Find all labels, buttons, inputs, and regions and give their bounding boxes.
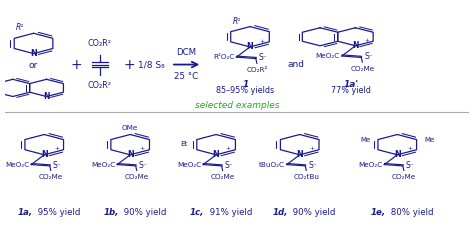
Text: CO₂R²: CO₂R²: [246, 67, 267, 73]
Text: 95% yield: 95% yield: [35, 208, 80, 217]
Text: S⁻: S⁻: [259, 53, 267, 62]
Text: 80% yield: 80% yield: [388, 208, 433, 217]
Text: 85–95% yields: 85–95% yields: [216, 86, 274, 95]
Text: MeO₂C: MeO₂C: [316, 53, 340, 59]
Text: +: +: [123, 58, 135, 72]
Text: tBuO₂C: tBuO₂C: [259, 162, 285, 168]
Text: CO₂R²: CO₂R²: [88, 81, 112, 90]
Text: +: +: [260, 39, 265, 44]
Text: 1: 1: [242, 80, 248, 89]
Text: N: N: [43, 92, 50, 101]
Text: OMe: OMe: [122, 125, 138, 131]
Text: Me: Me: [360, 137, 371, 143]
Text: 77% yield: 77% yield: [331, 86, 371, 95]
Text: N: N: [394, 150, 401, 159]
Text: R¹: R¹: [16, 23, 24, 32]
Text: N: N: [127, 150, 134, 159]
Text: N: N: [246, 42, 254, 51]
Text: CO₂R²: CO₂R²: [88, 39, 112, 48]
Text: +: +: [71, 58, 82, 72]
Text: Me: Me: [424, 137, 434, 143]
Text: S⁻: S⁻: [364, 52, 373, 61]
Text: N: N: [352, 41, 359, 50]
Text: S⁻: S⁻: [138, 160, 147, 170]
Text: 1a,: 1a,: [18, 208, 33, 217]
Text: Et: Et: [181, 141, 188, 147]
Text: S⁻: S⁻: [406, 160, 414, 170]
Text: CO₂Me: CO₂Me: [38, 174, 63, 180]
Text: N: N: [30, 49, 37, 58]
Text: CO₂Me: CO₂Me: [392, 174, 416, 180]
Text: S⁻: S⁻: [53, 160, 61, 170]
Text: 1e,: 1e,: [371, 208, 386, 217]
Text: S⁻: S⁻: [225, 160, 233, 170]
Text: MeO₂C: MeO₂C: [358, 162, 383, 168]
Text: +: +: [310, 146, 315, 151]
Text: +: +: [54, 146, 59, 151]
Text: 1c,: 1c,: [190, 208, 204, 217]
Text: 1/8 S₈: 1/8 S₈: [137, 60, 164, 69]
Text: 90% yield: 90% yield: [291, 208, 336, 217]
Text: 1b,: 1b,: [103, 208, 118, 217]
Text: +: +: [365, 38, 369, 43]
Text: or: or: [29, 61, 38, 70]
Text: and: and: [288, 60, 305, 69]
Text: +: +: [140, 146, 145, 151]
Text: S⁻: S⁻: [308, 160, 317, 170]
Text: +: +: [226, 146, 231, 151]
Text: 25 °C: 25 °C: [174, 72, 198, 81]
Text: R¹: R¹: [233, 17, 241, 26]
Text: 1a': 1a': [343, 80, 358, 89]
Text: MeO₂C: MeO₂C: [177, 162, 201, 168]
Text: 1d,: 1d,: [273, 208, 288, 217]
Text: +: +: [407, 146, 412, 151]
Text: CO₂Me: CO₂Me: [125, 174, 149, 180]
Text: DCM: DCM: [176, 48, 196, 57]
Text: 90% yield: 90% yield: [121, 208, 166, 217]
Text: R²O₂C: R²O₂C: [213, 54, 235, 60]
Text: N: N: [296, 150, 303, 159]
Text: MeO₂C: MeO₂C: [91, 162, 115, 168]
Text: N: N: [41, 150, 47, 159]
Text: MeO₂C: MeO₂C: [5, 162, 29, 168]
Text: CO₂tBu: CO₂tBu: [293, 174, 319, 180]
Text: CO₂Me: CO₂Me: [210, 174, 235, 180]
Text: CO₂Me: CO₂Me: [350, 66, 374, 72]
Text: selected examples: selected examples: [195, 101, 279, 110]
Text: N: N: [213, 150, 219, 159]
Text: 91% yield: 91% yield: [207, 208, 252, 217]
